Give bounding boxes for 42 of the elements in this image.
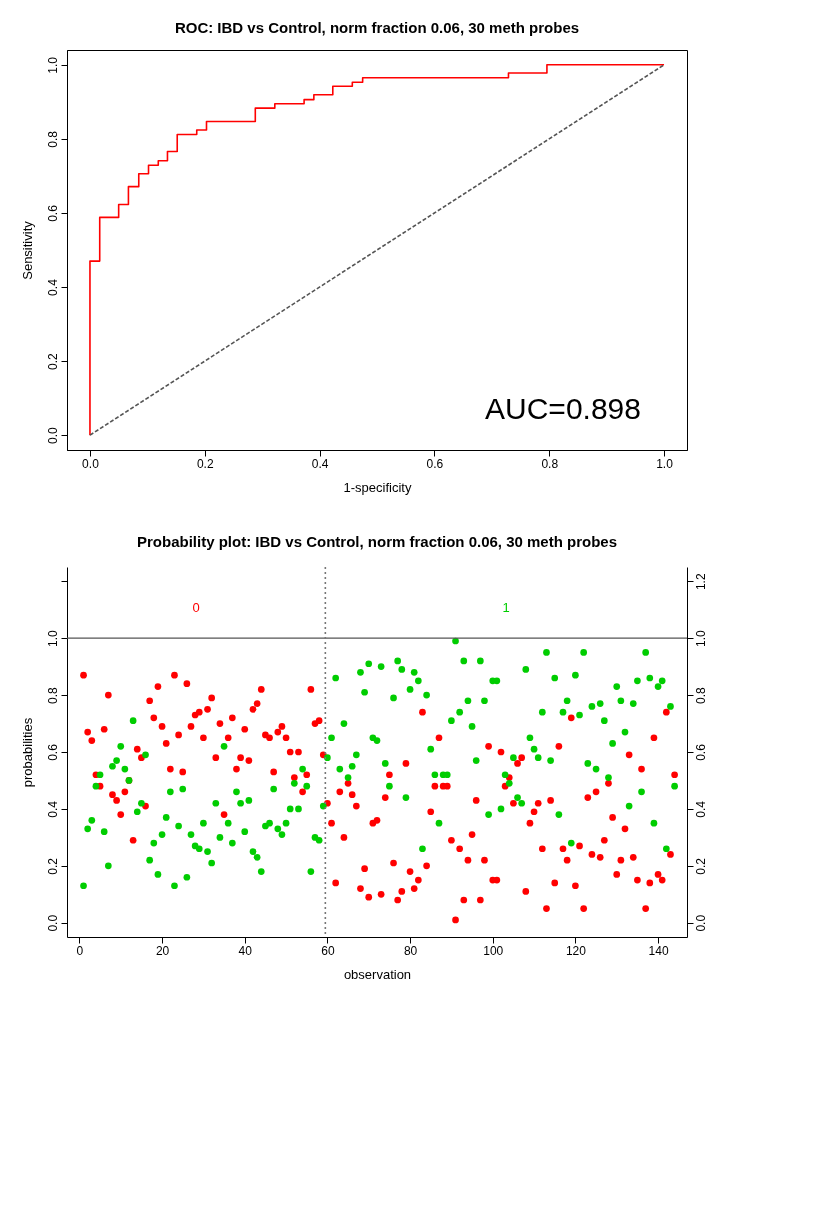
x-axis-title: 1-specificity <box>343 479 412 495</box>
y-tick-label: 0.0 <box>45 914 60 932</box>
x-tick-label: 80 <box>403 943 418 958</box>
x-tick-label: 40 <box>238 943 253 958</box>
y2-tick-label: 0.2 <box>693 857 708 875</box>
y2-tick-label: 0.0 <box>693 914 708 932</box>
x-tick-label: 0.6 <box>426 456 444 471</box>
y-tick-label: 0.8 <box>45 130 60 148</box>
y-tick-label: 1.0 <box>45 629 60 647</box>
y-tick-label: 1.0 <box>45 56 60 74</box>
x-tick-label: 0.8 <box>541 456 559 471</box>
x-tick-label: 60 <box>321 943 335 958</box>
y-tick-label: 0.4 <box>45 800 60 818</box>
x-tick-label: 140 <box>648 943 669 958</box>
chart-title: ROC: IBD vs Control, norm fraction 0.06, 30 meth probes <box>174 19 580 36</box>
y2-tick-label: 0.6 <box>693 743 708 761</box>
annotation: 0 <box>192 599 200 615</box>
y2-tick-label: 0.8 <box>693 686 708 704</box>
y-tick-label: 0.6 <box>45 204 60 222</box>
y-tick-label: 0.0 <box>45 427 60 445</box>
y-tick-label: 0.2 <box>45 857 60 875</box>
x-tick-label: 0.4 <box>311 456 329 471</box>
x-tick-label: 0.2 <box>196 456 214 471</box>
y2-tick-label: 1.0 <box>693 629 708 647</box>
x-tick-label: 120 <box>565 943 587 958</box>
y-tick-label: 0.4 <box>45 278 60 296</box>
x-tick-label: 20 <box>155 943 170 958</box>
annotation: AUC=0.898 <box>485 392 641 425</box>
x-axis-title: observation <box>343 966 412 982</box>
y-axis-title: Sensitivity <box>19 220 35 280</box>
y2-tick-label: 1.2 <box>693 573 708 591</box>
y2-tick-label: 0.4 <box>693 800 708 818</box>
x-tick-label: 0 <box>76 943 84 958</box>
x-tick-label: 100 <box>483 943 504 958</box>
x-tick-label: 1.0 <box>656 456 674 471</box>
annotation: 1 <box>502 599 510 615</box>
x-tick-label: 0.0 <box>82 456 100 471</box>
y-axis-title: probabilities <box>19 717 35 788</box>
y-tick-label: 0.6 <box>45 743 60 761</box>
y-tick-label: 0.2 <box>45 352 60 370</box>
y-tick-label: 0.8 <box>45 686 60 704</box>
chart-title: Probability plot: IBD vs Control, norm fraction 0.06, 30 meth probes <box>136 533 618 551</box>
